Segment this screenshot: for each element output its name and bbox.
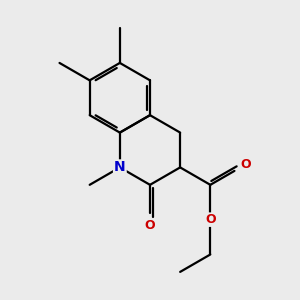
- Text: N: N: [114, 160, 126, 174]
- Text: O: O: [145, 219, 155, 232]
- Text: O: O: [241, 158, 251, 171]
- Text: O: O: [205, 213, 216, 226]
